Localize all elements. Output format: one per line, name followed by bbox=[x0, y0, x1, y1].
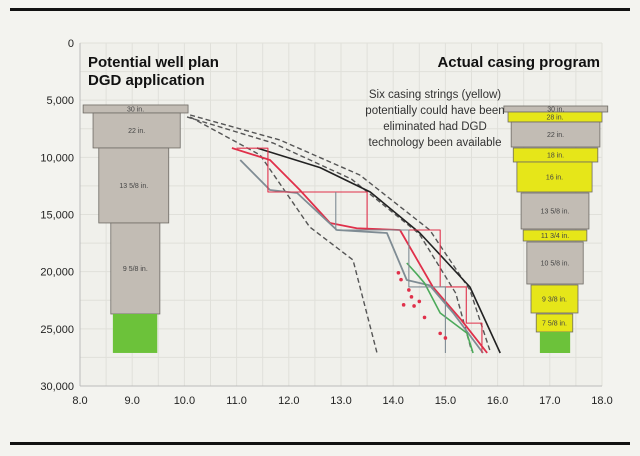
bottom-rule bbox=[10, 442, 630, 445]
y-tick-label: 15,000 bbox=[40, 210, 74, 222]
data-point bbox=[412, 304, 416, 308]
axes: 8.0 9.0 10.0 11.0 12.0 13.0 14.0 15.0 16.0 17.0 18… bbox=[40, 38, 612, 407]
y-tick-label: 30,000 bbox=[40, 381, 74, 393]
data-point bbox=[443, 336, 448, 340]
y-tick-label: 25,000 bbox=[40, 324, 74, 336]
series-line-green bbox=[406, 262, 474, 354]
data-point bbox=[438, 331, 442, 336]
y-tick-label: 10,000 bbox=[40, 152, 74, 164]
casing-label: 28 in. bbox=[546, 115, 563, 122]
x-tick-label: 16.0 bbox=[487, 395, 508, 407]
annotation-line3: eliminated had DGD bbox=[383, 121, 487, 133]
casing-label: 13 5/8 in. bbox=[541, 208, 570, 215]
x-tick-label: 9.0 bbox=[125, 395, 140, 407]
left-title-line2: DGD application bbox=[88, 72, 205, 89]
casing-label: 7 5/8 in. bbox=[542, 320, 567, 327]
casing-string bbox=[510, 121, 601, 148]
data-point bbox=[417, 299, 422, 304]
series-line-red-steps bbox=[236, 147, 483, 353]
series-line-black bbox=[256, 147, 501, 354]
casing-label: 11 3/4 in. bbox=[541, 233, 569, 240]
y-tick-label: 0 bbox=[68, 38, 74, 50]
casing-label: 10 5/8 in. bbox=[541, 260, 570, 267]
casing-label: 18 in. bbox=[547, 152, 564, 159]
series-line-dashed bbox=[186, 116, 473, 351]
y-tick-label: 5,000 bbox=[46, 95, 74, 107]
casing-label: 30 in. bbox=[127, 106, 144, 113]
left-title-line1: Potential well plan bbox=[88, 54, 219, 71]
casing-label: 9 5/8 in. bbox=[123, 266, 148, 273]
casing-string bbox=[520, 192, 590, 230]
y-tick-label: 20,000 bbox=[40, 267, 74, 279]
eliminated-casing bbox=[516, 161, 593, 193]
data-point bbox=[422, 315, 427, 320]
x-tick-label: 8.0 bbox=[72, 395, 87, 407]
casing-label: 13 5/8 in. bbox=[119, 183, 148, 190]
open-hole-section bbox=[539, 331, 571, 353]
top-rule bbox=[10, 8, 630, 11]
x-tick-label: 17.0 bbox=[539, 395, 560, 407]
casing-string bbox=[526, 241, 584, 285]
series-line-gray-steps bbox=[335, 191, 446, 353]
x-tick-label: 10.0 bbox=[174, 395, 195, 407]
x-tick-label: 18.0 bbox=[591, 395, 612, 407]
annotation-line2: potentially could have been bbox=[365, 105, 504, 117]
open-hole-section bbox=[112, 313, 158, 353]
data-point bbox=[401, 303, 406, 307]
casing-label: 22 in. bbox=[128, 128, 145, 135]
data-point bbox=[396, 271, 401, 275]
x-tick-label: 13.0 bbox=[330, 395, 351, 407]
casing-string bbox=[92, 112, 181, 149]
right-title: Actual casing program bbox=[437, 54, 600, 71]
left-casing-stack: 30 in. 22 in. 13 5/8 in. 9 5/8 in. bbox=[82, 104, 189, 353]
casing-label: 9 3/8 in. bbox=[542, 296, 567, 303]
eliminated-casing bbox=[522, 229, 588, 242]
data-point bbox=[409, 295, 414, 299]
casing-label: 30 in. bbox=[547, 106, 564, 113]
annotation-line4: technology been available bbox=[369, 137, 502, 149]
curves bbox=[186, 114, 501, 354]
casing-label: 16 in. bbox=[546, 174, 563, 181]
casing-string bbox=[98, 147, 170, 224]
casing-string bbox=[110, 222, 161, 315]
data-point bbox=[399, 277, 403, 282]
x-tick-label: 12.0 bbox=[278, 395, 299, 407]
series-line-dashed bbox=[189, 114, 491, 351]
data-point bbox=[407, 288, 411, 292]
right-casing-stack: 30 in. 28 in. 22 in. 18 in. 16 in. 13 5/8 in.… bbox=[503, 105, 609, 353]
x-tick-label: 14.0 bbox=[382, 395, 403, 407]
x-tick-label: 11.0 bbox=[226, 395, 247, 407]
eliminated-casing bbox=[530, 284, 579, 314]
x-tick-label: 15.0 bbox=[435, 395, 456, 407]
annotation-line1: Six casing strings (yellow) bbox=[369, 89, 501, 101]
series-line-red bbox=[231, 147, 488, 354]
grid bbox=[79, 42, 603, 387]
casing-label: 22 in. bbox=[547, 132, 564, 139]
